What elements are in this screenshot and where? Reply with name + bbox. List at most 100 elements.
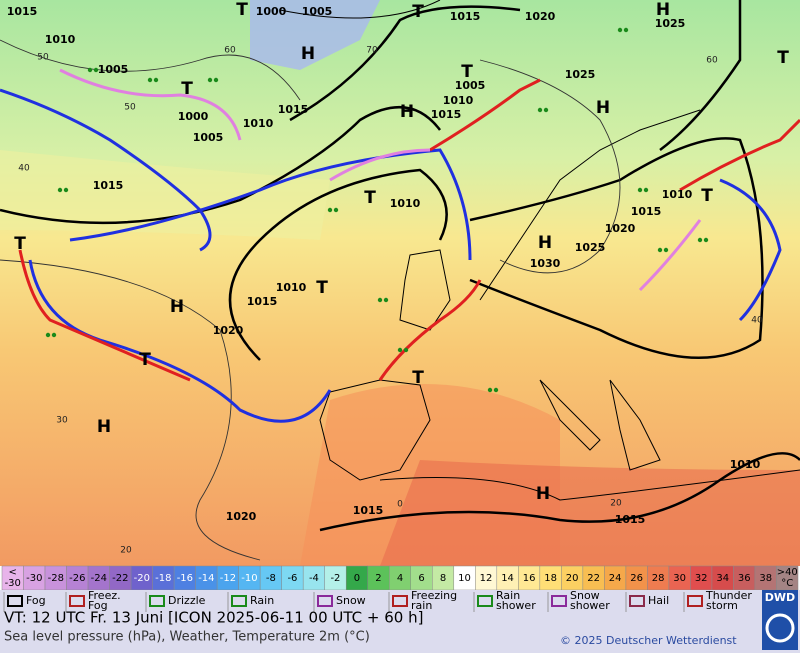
symbol-icon (69, 595, 85, 607)
pressure-center: T (236, 0, 248, 20)
symbol-icon (551, 595, 567, 607)
pressure-center: T (316, 278, 328, 298)
symbol-icon (687, 595, 703, 607)
scale-label: 8 (440, 573, 446, 584)
pressure-center: H (596, 98, 610, 118)
isotherm-label: 20 (120, 546, 132, 556)
symbol-label: Fog (88, 599, 108, 612)
rain-symbol (403, 347, 409, 353)
mild-area (0, 150, 330, 240)
pressure-center: H (170, 297, 184, 317)
symbol-label: Freez. (88, 589, 121, 602)
scale-label: < (9, 567, 17, 578)
isotherm-label: 50 (37, 53, 49, 63)
pressure-center: T (14, 234, 26, 254)
scale-label: -8 (266, 573, 276, 584)
pressure-label: 1010 (390, 197, 421, 210)
symbol-icon (231, 595, 247, 607)
symbol-label: Fog (26, 594, 46, 607)
scale-label: 4 (397, 573, 403, 584)
rain-symbol (637, 187, 643, 193)
isotherm-label: 40 (18, 164, 30, 174)
pressure-center: H (97, 417, 111, 437)
pressure-center: H (536, 484, 550, 504)
symbol-icon (392, 595, 408, 607)
rain-symbol (543, 107, 549, 113)
pressure-label: 1015 (7, 5, 38, 18)
pressure-label: 1020 (525, 10, 556, 23)
pressure-center: H (656, 0, 670, 20)
scale-label: -22 (112, 573, 128, 584)
pressure-label: 1015 (247, 295, 278, 308)
rain-symbol (617, 27, 623, 33)
rain-symbol (703, 237, 709, 243)
symbol-label: Freezing (411, 589, 457, 602)
rain-symbol (383, 297, 389, 303)
isotherm-label: 30 (56, 416, 68, 426)
scale-label: 22 (587, 573, 600, 584)
rain-symbol (93, 67, 99, 73)
scale-label: 0 (354, 573, 360, 584)
scale-label: -2 (330, 573, 340, 584)
scale-label: -4 (309, 573, 319, 584)
scale-label: -30 (26, 573, 42, 584)
pressure-label: 1000 (256, 5, 287, 18)
scale-label: 2 (375, 573, 381, 584)
scale-label: 36 (738, 573, 751, 584)
pressure-center: T (181, 79, 193, 99)
symbol-icon (629, 595, 645, 607)
pressure-label: 1010 (730, 458, 761, 471)
isotherm-label: 20 (610, 499, 622, 509)
description: Sea level pressure (hPa), Weather, Tempe… (4, 630, 370, 645)
symbol-icon (7, 595, 23, 607)
pressure-label: 1010 (276, 281, 307, 294)
pressure-center: T (139, 350, 151, 370)
logo-swirl (765, 613, 795, 643)
pressure-label: 1010 (45, 33, 76, 46)
rain-symbol (51, 332, 57, 338)
rain-symbol (213, 77, 219, 83)
rain-symbol (537, 107, 543, 113)
isotherm-label: 60 (706, 56, 718, 66)
scale-label: -24 (91, 573, 107, 584)
rain-symbol (697, 237, 703, 243)
symbol-legend: Fog Freez.Fog Drizzle Rain Snow FreezingrainR… (3, 589, 752, 612)
legend-background (0, 590, 800, 653)
pressure-center: T (701, 186, 713, 206)
pressure-label: 1025 (565, 68, 596, 81)
scale-label: -26 (69, 573, 85, 584)
pressure-center: H (400, 102, 414, 122)
pressure-label: 1015 (353, 504, 384, 517)
rain-symbol (657, 247, 663, 253)
symbol-label: Snow (570, 589, 600, 602)
scale-label: 34 (716, 573, 729, 584)
pressure-label: 1010 (243, 117, 274, 130)
pressure-label: 1015 (278, 103, 309, 116)
pressure-label: 1025 (575, 241, 606, 254)
scale-label: 20 (566, 573, 579, 584)
scale-label: 12 (480, 573, 493, 584)
scale-label: 10 (458, 573, 471, 584)
pressure-label: 1015 (431, 108, 462, 121)
scale-label: 30 (673, 573, 686, 584)
symbol-label: Snow (336, 594, 366, 607)
pressure-center: H (538, 233, 552, 253)
scale-label: -16 (177, 573, 193, 584)
scale-label: -14 (198, 573, 214, 584)
scale-label: -20 (134, 573, 150, 584)
scale-label: 16 (523, 573, 536, 584)
pressure-label: 1010 (662, 188, 693, 201)
isotherm-label: 70 (366, 46, 378, 56)
isotherm-label: 50 (124, 103, 136, 113)
scale-label: 28 (652, 573, 665, 584)
symbol-label: Rain (250, 594, 274, 607)
symbol-label: Rain (496, 589, 520, 602)
symbol-label: storm (706, 599, 738, 612)
pressure-center: T (777, 48, 789, 68)
isotherm-label: 0 (397, 500, 403, 510)
pressure-center: H (301, 44, 315, 64)
rain-symbol (663, 247, 669, 253)
hot-area (380, 460, 800, 566)
rain-symbol (153, 77, 159, 83)
